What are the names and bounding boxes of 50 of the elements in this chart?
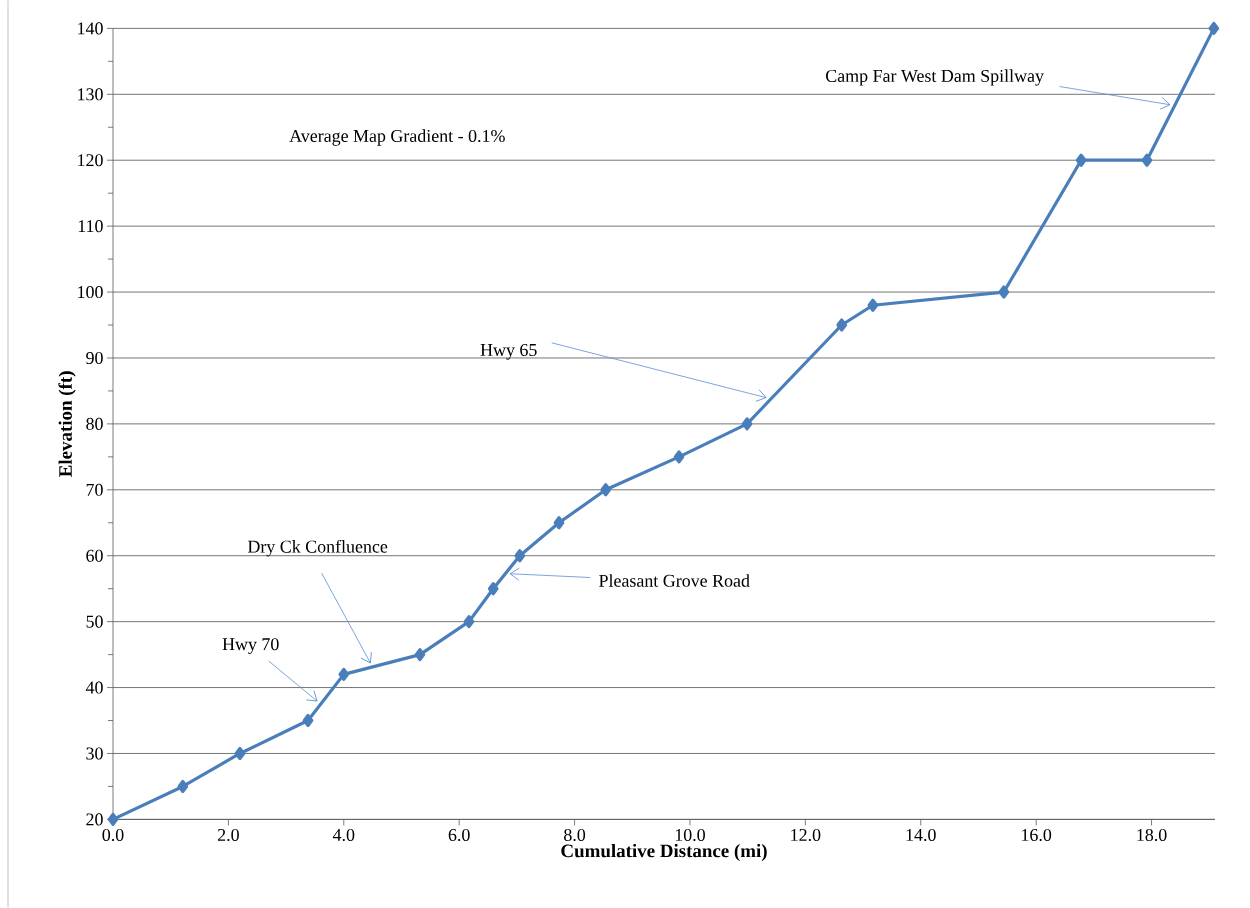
point [514,549,526,563]
y-axis-title: Elevation (ft) [58,371,76,478]
y-tick-label: 30 [86,747,103,760]
x-tick-label: 14.0 [906,829,936,842]
x-axis-title: Cumulative Distance (mi) [561,844,767,862]
x-tick-label: 6.0 [448,829,470,842]
y-tick-label: 90 [86,352,103,365]
y-tick-label: 130 [78,88,103,101]
annotation: Hwy 65 [480,344,537,360]
point [553,516,565,530]
y-tick-label: 70 [86,483,103,496]
y-tick-label: 60 [86,549,103,562]
point [673,450,685,464]
point [107,812,119,827]
point [302,714,314,728]
x-tick-label: 8.0 [564,829,586,842]
point [1075,153,1087,167]
point [867,298,879,312]
point [338,667,350,682]
point [487,582,499,596]
y-tick-label: 50 [86,615,103,628]
point [1208,21,1220,36]
point [600,483,612,497]
x-tick-label: 12.0 [791,829,821,842]
y-tick-label: 110 [78,220,103,233]
point [234,746,246,761]
x-tick-label: 4.0 [332,829,355,842]
annotation: Average Map Gradient - 0.1% [289,129,505,146]
x-tick-label: 16.0 [1022,829,1052,842]
y-tick-label: 40 [85,681,103,694]
x-tick-label: 2.0 [217,829,239,842]
x-tick-label: 18.0 [1137,829,1167,842]
point [741,417,753,431]
y-tick-label: 140 [78,22,103,35]
point [1141,153,1153,167]
annotation: Pleasant Grove Road [599,574,750,587]
y-tick-label: 100 [78,286,103,299]
y-tick-label: 120 [78,154,103,167]
annotation: Camp Far West Dam Spillway [825,69,1044,86]
annotation: Hwy 70 [222,638,279,655]
y-tick-label: 20 [86,813,103,826]
point [463,615,475,629]
point [998,285,1010,299]
x-tick-label: 0.0 [102,829,124,842]
y-tick-label: 80 [86,417,103,431]
annotation: Dry Ck Confluence [247,539,388,557]
point [836,318,848,332]
point [414,648,426,662]
x-tick-label: 10.0 [675,829,705,842]
point [177,779,189,794]
